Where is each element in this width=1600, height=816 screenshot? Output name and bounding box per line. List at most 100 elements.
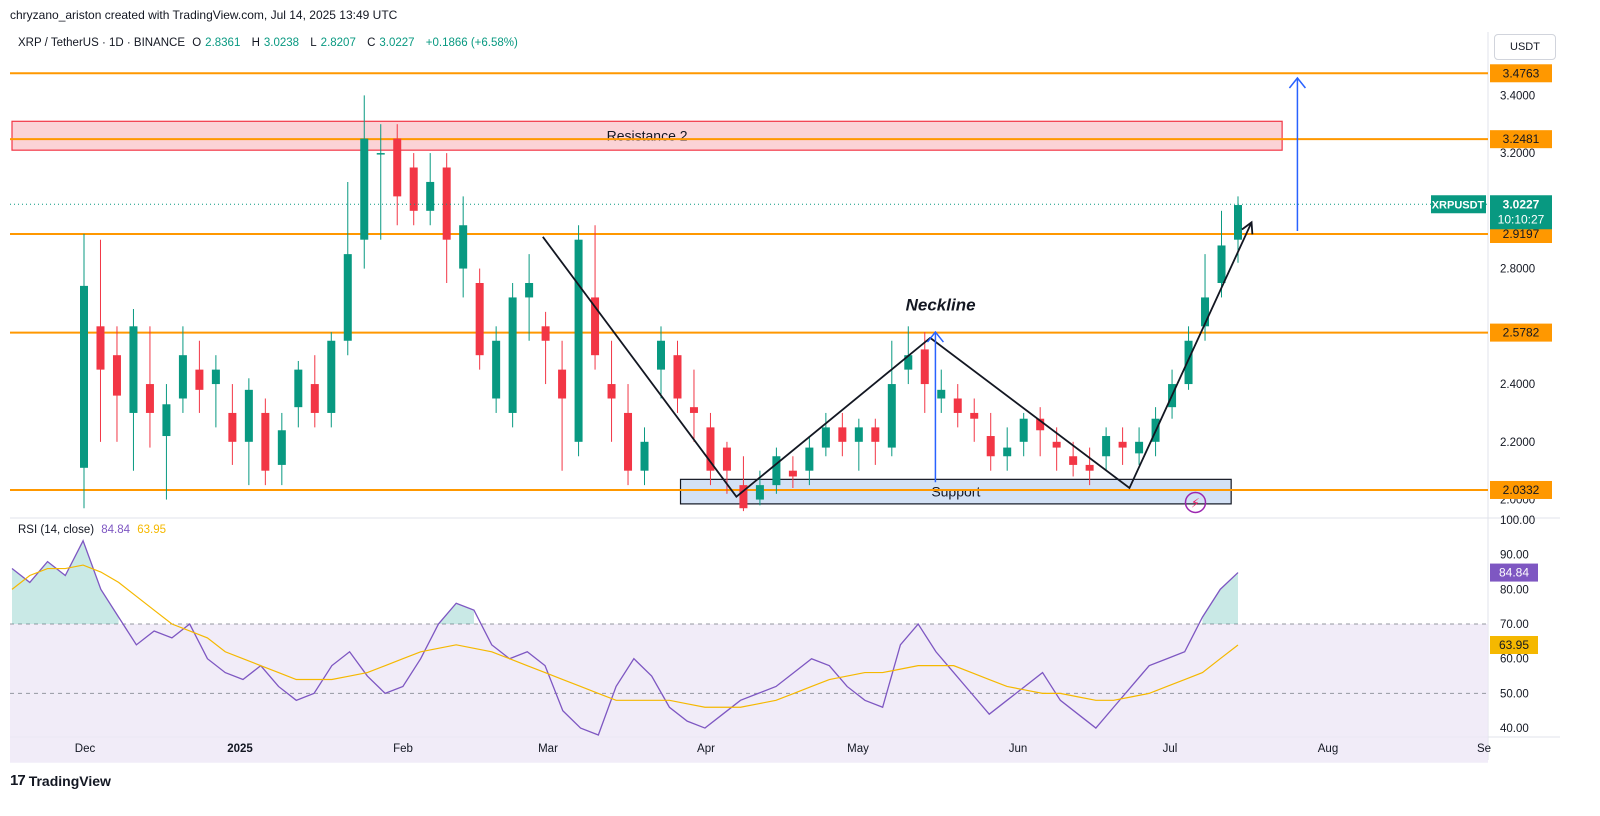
candle-body-34 <box>640 441 649 471</box>
candle-body-10 <box>244 389 253 442</box>
rsi-legend-ma-value: 63.95 <box>137 524 167 536</box>
price-tick-1: 3.2000 <box>1500 148 1535 160</box>
currency-button[interactable]: USDT <box>1494 34 1556 60</box>
candle-body-31 <box>591 297 600 356</box>
time-tick-0: Dec <box>75 743 96 755</box>
candle-body-41 <box>755 485 764 500</box>
countdown-text: 10:10:27 <box>1498 212 1545 226</box>
zone-0 <box>11 120 1283 151</box>
time-tick-4: Apr <box>697 743 715 755</box>
candle-body-22 <box>442 167 451 240</box>
candle-body-49 <box>887 384 896 448</box>
creator-line: chryzano_ariston created with TradingVie… <box>10 8 398 22</box>
tradingview-footer[interactable]: 17 TradingView <box>10 772 111 789</box>
candle-body-5 <box>162 404 171 437</box>
candle-body-6 <box>178 355 187 399</box>
level-tag-text-1: 3.2481 <box>1503 132 1540 146</box>
rsi-overbought-fill-0 <box>12 540 119 625</box>
candle-body-62 <box>1102 436 1111 457</box>
rsi-legend[interactable]: RSI (14, close) 84.84 63.95 <box>18 524 166 536</box>
candle-body-9 <box>228 412 237 442</box>
candle-body-46 <box>838 427 847 442</box>
tradingview-logo-icon: 17 <box>10 772 26 789</box>
candle-body-37 <box>689 407 698 413</box>
neckline-label: Neckline <box>906 295 976 314</box>
candle-body-52 <box>937 389 946 399</box>
candle-body-48 <box>871 427 880 442</box>
candle-body-55 <box>986 436 995 457</box>
candle-body-36 <box>673 355 682 399</box>
candle-body-53 <box>953 398 962 413</box>
candle-body-69 <box>1217 245 1226 283</box>
candle-body-67 <box>1184 340 1193 385</box>
candle-body-44 <box>805 447 814 471</box>
candle-body-14 <box>310 384 319 413</box>
rsi-tick-5: 50.00 <box>1500 688 1529 700</box>
rsi-line <box>11 539 1239 736</box>
candle-body-39 <box>722 447 731 471</box>
candle-body-27 <box>525 283 534 298</box>
high-value: 3.0238 <box>263 37 300 49</box>
candle-body-16 <box>343 254 352 341</box>
candle-body-13 <box>294 369 303 408</box>
rsi-overbought-fill-2 <box>1202 572 1238 625</box>
rsi-overbought-fill-1 <box>438 603 474 625</box>
symbol-name[interactable]: XRP / TetherUS · 1D · BINANCE <box>18 37 186 49</box>
event-icon: ⚡ <box>1191 496 1200 511</box>
price-tick-3: 2.4000 <box>1500 379 1535 391</box>
candle-body-60 <box>1069 456 1078 465</box>
candle-body-20 <box>409 167 418 211</box>
candle-body-30 <box>574 239 583 442</box>
candle-body-35 <box>657 340 665 370</box>
candle-body-58 <box>1036 418 1045 431</box>
rsi-value-tag <box>1490 563 1538 582</box>
time-tick-5: May <box>847 743 869 755</box>
zone-label-0: Resistance 2 <box>607 128 688 144</box>
zone-1 <box>679 478 1232 505</box>
price-tag <box>1490 195 1552 230</box>
candle-body-2 <box>112 355 121 396</box>
candle-body-54 <box>970 412 979 419</box>
level-tag-text-2: 2.9197 <box>1503 227 1540 241</box>
rsi-tick-2: 80.00 <box>1500 584 1529 596</box>
low-label: L <box>310 37 317 49</box>
candle-body-23 <box>459 225 468 269</box>
event-icon-ring <box>1184 491 1207 514</box>
candle-body-50 <box>904 355 913 370</box>
trendline-0 <box>542 221 1253 498</box>
candle-body-57 <box>1019 418 1028 442</box>
level-tag-0 <box>1490 64 1552 83</box>
candle-body-70 <box>1234 205 1242 240</box>
candle-body-7 <box>195 369 204 390</box>
candle-body-17 <box>360 138 369 240</box>
arrow-head-1 <box>1288 76 1307 89</box>
footer-brand: TradingView <box>28 772 111 789</box>
rsi-tick-6: 40.00 <box>1500 723 1529 735</box>
rsi-legend-label: RSI (14, close) <box>18 524 95 536</box>
candle-body-1 <box>96 326 105 370</box>
candle-body-25 <box>492 340 501 399</box>
rsi-tick-3: 70.00 <box>1500 619 1529 631</box>
time-tick-2: Feb <box>393 743 413 755</box>
candle-body-40 <box>739 485 748 509</box>
rsi-tick-1: 90.00 <box>1500 550 1529 562</box>
price-tag-text: 3.0227 <box>1503 197 1540 211</box>
candle-body-51 <box>920 349 929 385</box>
rsi-ma-tag-text: 63.95 <box>1499 638 1529 652</box>
candle-body-11 <box>261 412 270 471</box>
level-tag-4 <box>1490 480 1552 499</box>
level-tag-text-0: 3.4763 <box>1503 66 1540 80</box>
level-tag-1 <box>1490 130 1552 149</box>
open-value: 2.8361 <box>205 37 241 49</box>
candle-body-32 <box>607 384 616 399</box>
candle-body-0 <box>80 285 88 468</box>
price-tick-4: 2.2000 <box>1500 437 1535 449</box>
symbol-tag-text: XRPUSDT <box>1432 199 1485 211</box>
candle-body-24 <box>475 283 484 356</box>
rsi-value-tag-text: 84.84 <box>1499 566 1529 580</box>
candle-body-8 <box>211 369 220 385</box>
candle-body-61 <box>1085 464 1094 471</box>
level-tag-2 <box>1490 224 1552 243</box>
